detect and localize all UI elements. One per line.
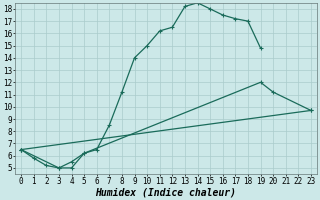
X-axis label: Humidex (Indice chaleur): Humidex (Indice chaleur) <box>95 187 236 197</box>
